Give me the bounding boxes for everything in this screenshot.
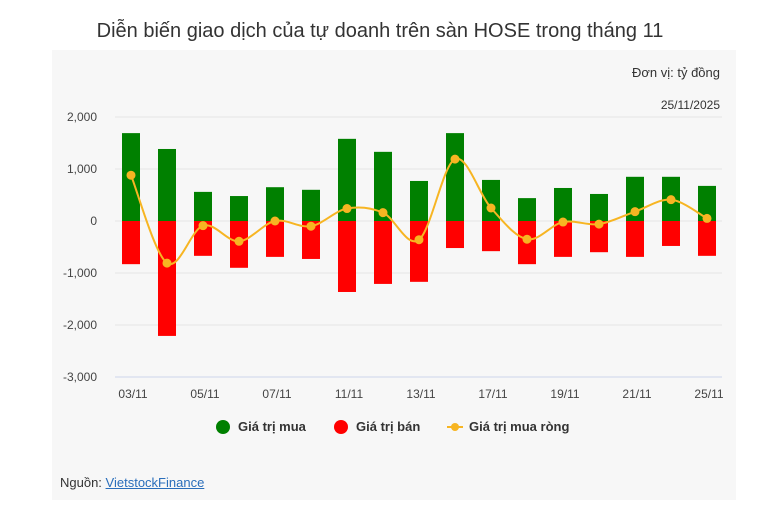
legend-line-icon	[447, 422, 463, 431]
x-tick-label: 11/11	[335, 387, 364, 401]
buy-bar	[410, 180, 428, 221]
date-label: 25/11/2025	[660, 98, 720, 112]
net-point	[234, 236, 244, 246]
buy-bar	[482, 179, 500, 221]
y-tick-label: 0	[90, 214, 97, 228]
net-point	[306, 221, 316, 231]
sell-bar	[374, 221, 392, 284]
y-tick-label: 2,000	[67, 110, 97, 124]
y-tick-label: 1,000	[67, 162, 97, 176]
x-tick-label: 17/11	[478, 387, 507, 401]
sell-bar	[626, 221, 644, 257]
net-point	[126, 170, 136, 180]
net-point	[594, 219, 604, 229]
x-tick-label: 25/11	[694, 387, 723, 401]
y-tick-label: -1,000	[63, 266, 97, 280]
legend-label: Giá trị mua	[238, 419, 306, 434]
sell-bar	[338, 221, 356, 292]
sell-bar	[698, 221, 716, 256]
net-point	[342, 204, 352, 214]
x-tick-label: 07/11	[262, 387, 291, 401]
legend-dot-icon	[216, 419, 230, 434]
buy-bar	[518, 198, 536, 221]
legend-label: Giá trị bán	[356, 419, 421, 434]
sell-bar	[590, 221, 608, 253]
buy-bar	[230, 196, 248, 221]
buy-bar	[338, 138, 356, 221]
net-point	[414, 235, 424, 245]
net-point	[450, 154, 460, 164]
sell-bar	[662, 221, 680, 246]
legend-item-sell[interactable]: Giá trị bán	[334, 419, 420, 434]
buy-bar	[302, 189, 320, 221]
x-tick-label: 19/11	[550, 387, 579, 401]
net-point	[378, 208, 388, 218]
source-label: Nguồn:	[60, 475, 102, 490]
net-point	[162, 258, 172, 268]
sell-bar	[554, 221, 572, 257]
legend-dot-icon	[334, 419, 348, 434]
legend-label: Giá trị mua ròng	[469, 419, 570, 434]
net-point	[486, 203, 496, 213]
y-tick-label: -3,000	[63, 370, 97, 384]
net-point	[522, 234, 532, 244]
sell-bar	[122, 221, 140, 265]
buy-bar	[554, 187, 572, 221]
unit-label: Đơn vị: tỷ đồng	[631, 65, 720, 80]
sell-bar	[410, 221, 428, 282]
sell-bar	[446, 221, 464, 249]
net-point	[198, 221, 208, 231]
sell-bar	[158, 221, 176, 336]
x-tick-label: 13/11	[406, 387, 435, 401]
y-tick-label: -2,000	[63, 318, 97, 332]
source-note: Nguồn: VietstockFinance	[60, 475, 204, 490]
net-point	[630, 207, 640, 217]
legend-item-net[interactable]: Giá trị mua ròng	[447, 419, 569, 434]
buy-bar	[698, 185, 716, 221]
net-point	[270, 216, 280, 226]
buy-bar	[158, 148, 176, 221]
net-point	[666, 195, 676, 205]
x-tick-label: 21/11	[622, 387, 651, 401]
buy-bar	[590, 193, 608, 221]
sell-bar	[266, 221, 284, 257]
net-point	[702, 213, 712, 223]
net-point	[558, 217, 568, 227]
x-tick-label: 05/11	[190, 387, 219, 401]
sell-bar	[302, 221, 320, 259]
sell-bar	[482, 221, 500, 252]
source-link[interactable]: VietstockFinance	[105, 475, 205, 490]
x-tick-label: 03/11	[118, 387, 147, 401]
buy-bar	[446, 133, 464, 221]
buy-bar	[194, 191, 212, 221]
legend-item-buy[interactable]: Giá trị mua	[216, 419, 306, 434]
buy-bar	[266, 187, 284, 221]
chart-title: Diễn biến giao dịch của tự doanh trên sà…	[96, 20, 664, 42]
buy-bar	[374, 151, 392, 221]
